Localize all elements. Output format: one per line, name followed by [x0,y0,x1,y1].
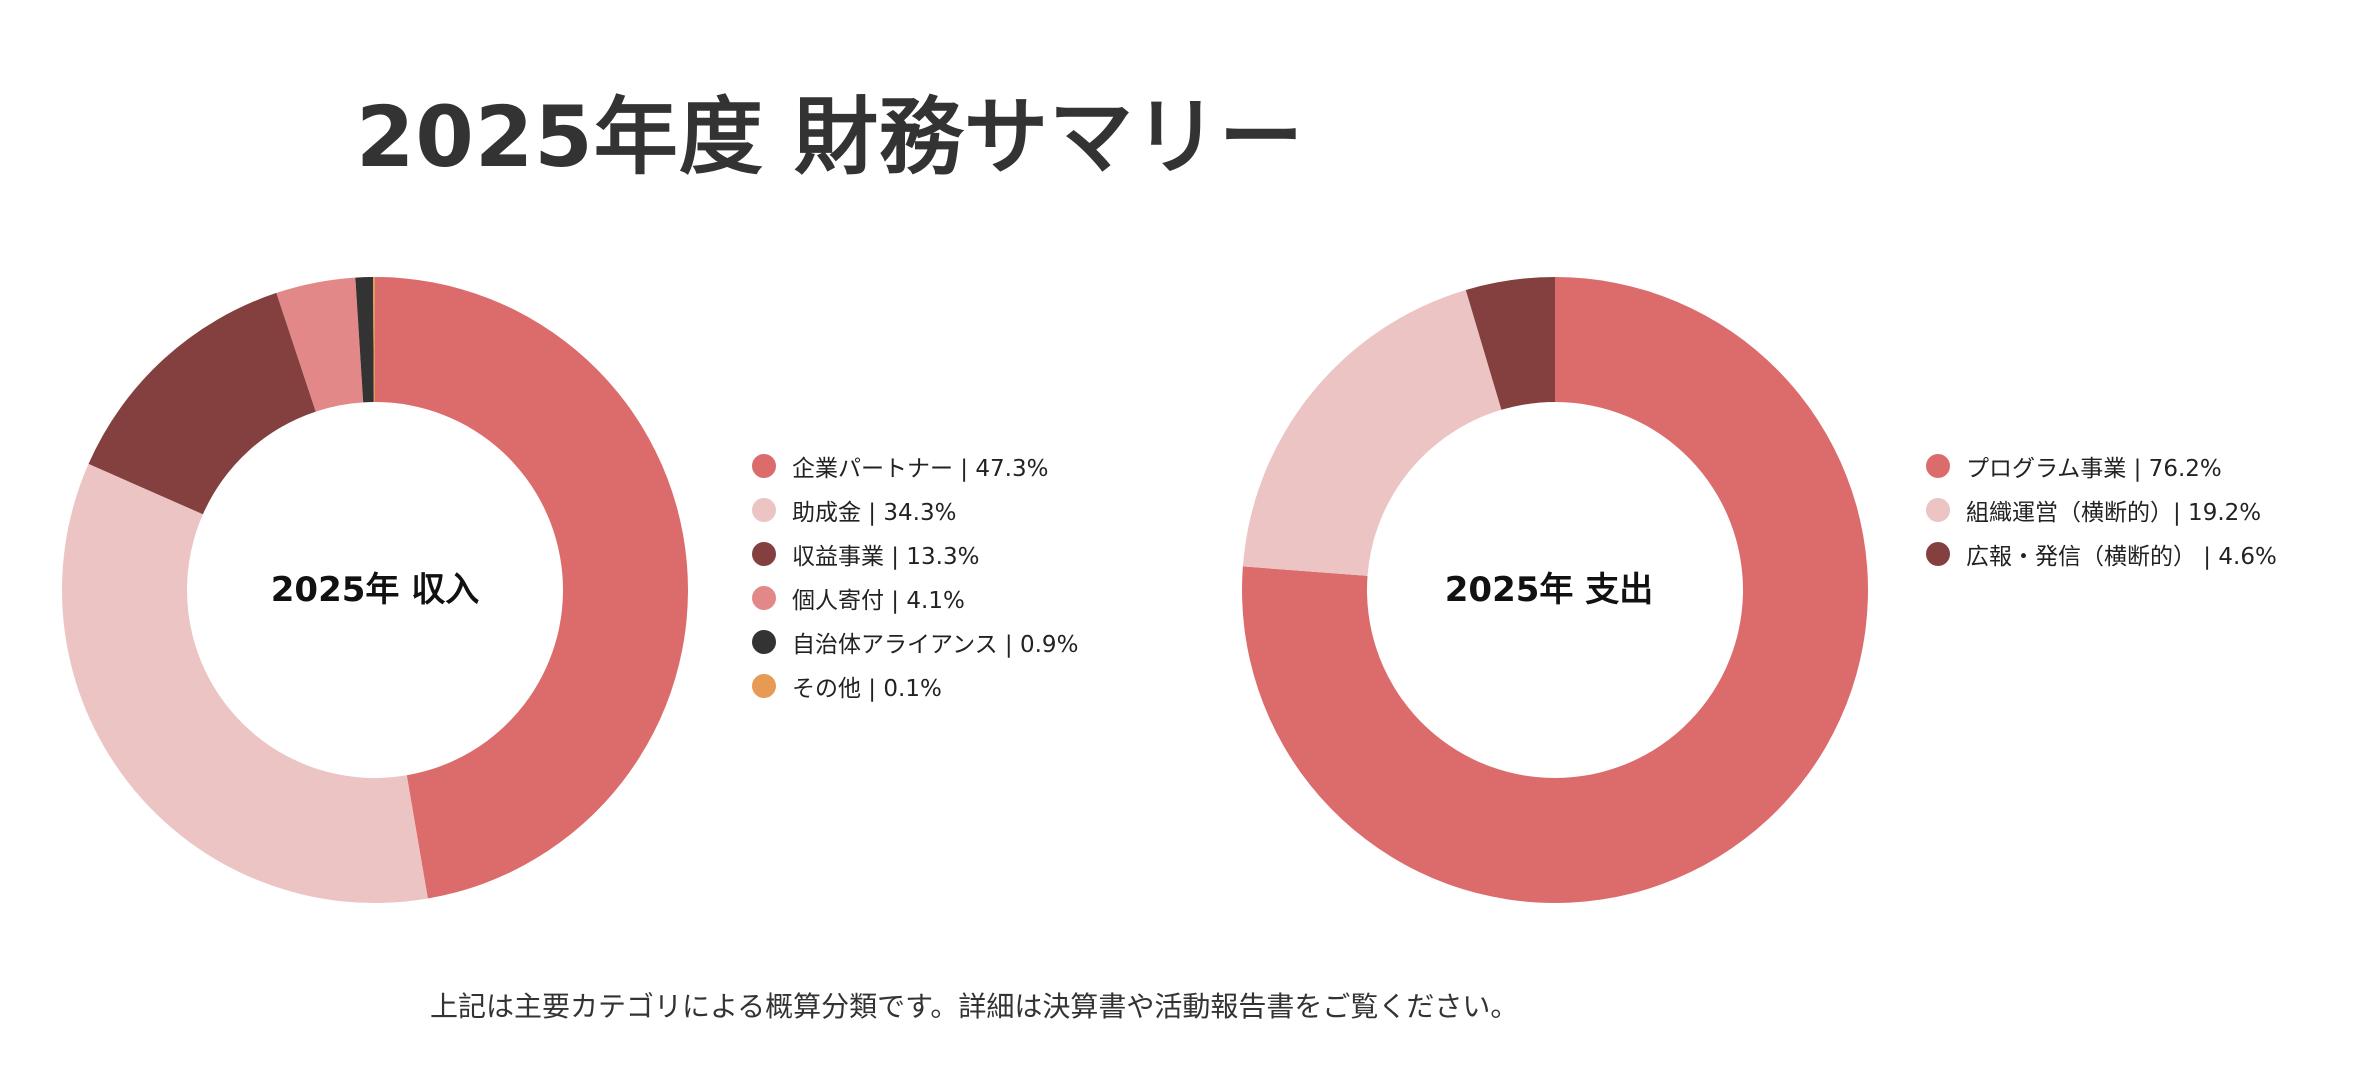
legend-label: 自治体アライアンス | 0.9% [792,632,1079,658]
legend-label: 助成金 | 34.3% [792,500,957,526]
donut-slice-助成金[interactable] [62,463,428,903]
expense-chart: 2025年 支出 プログラム事業 | 76.2% 組織運営（横断的）| 19.2%… [1180,0,2280,1080]
expense-center-label: 2025年 支出 [1444,570,1654,610]
legend-item: その他 | 0.1% [752,664,1078,708]
donut-slice-プログラム事業[interactable] [1242,277,1868,903]
legend-label: 組織運営（横断的）| 19.2% [1966,500,2262,526]
donut-slice-企業パートナー[interactable] [375,277,689,899]
donut-slice-自治体アライアンス[interactable] [355,277,374,403]
legend-item: 収益事業 | 13.3% [752,532,1078,576]
legend-label: その他 | 0.1% [792,676,942,702]
legend-swatch [752,586,776,610]
legend-item: 広報・発信（横断的） | 4.6% [1926,532,2277,576]
donut-slice-組織運営（横断的）[interactable] [1242,289,1502,576]
legend-swatch [752,630,776,654]
legend-swatch [752,498,776,522]
donut-slice-収益事業[interactable] [88,292,316,515]
expense-legend: プログラム事業 | 76.2% 組織運営（横断的）| 19.2% 広報・発信（横断的… [1926,444,2277,576]
income-chart: 2025年 収入 企業パートナー | 47.3% 助成金 | 34.3% 収益事業 … [0,0,1100,1080]
legend-swatch [1926,498,1950,522]
legend-label: 広報・発信（横断的） | 4.6% [1966,544,2277,570]
legend-swatch [1926,454,1950,478]
expense-donut [1242,277,1868,903]
income-donut [62,277,689,903]
legend-item: 企業パートナー | 47.3% [752,444,1078,488]
legend-item: 助成金 | 34.3% [752,488,1078,532]
donut-slice-個人寄付[interactable] [276,277,364,412]
page-title: 2025年度 財務サマリー [355,88,1305,186]
income-center-label: 2025年 収入 [270,570,480,610]
legend-label: プログラム事業 | 76.2% [1966,456,2222,482]
legend-swatch [752,454,776,478]
legend-label: 収益事業 | 13.3% [792,544,980,570]
legend-label: 企業パートナー | 47.3% [792,456,1049,482]
legend-item: 組織運営（横断的）| 19.2% [1926,488,2277,532]
legend-item: 個人寄付 | 4.1% [752,576,1078,620]
legend-swatch [1926,542,1950,566]
legend-label: 個人寄付 | 4.1% [792,588,965,614]
donut-slice-その他[interactable] [373,277,375,403]
legend-swatch [752,674,776,698]
income-legend: 企業パートナー | 47.3% 助成金 | 34.3% 収益事業 | 13.3% 個人… [752,444,1078,708]
legend-item: プログラム事業 | 76.2% [1926,444,2277,488]
donut-slice-広報・発信（横断的）[interactable] [1465,277,1555,410]
legend-item: 自治体アライアンス | 0.9% [752,620,1078,664]
footnote: 上記は主要カテゴリによる概算分類です。詳細は決算書や活動報告書をご覧ください。 [430,990,1519,1023]
legend-swatch [752,542,776,566]
